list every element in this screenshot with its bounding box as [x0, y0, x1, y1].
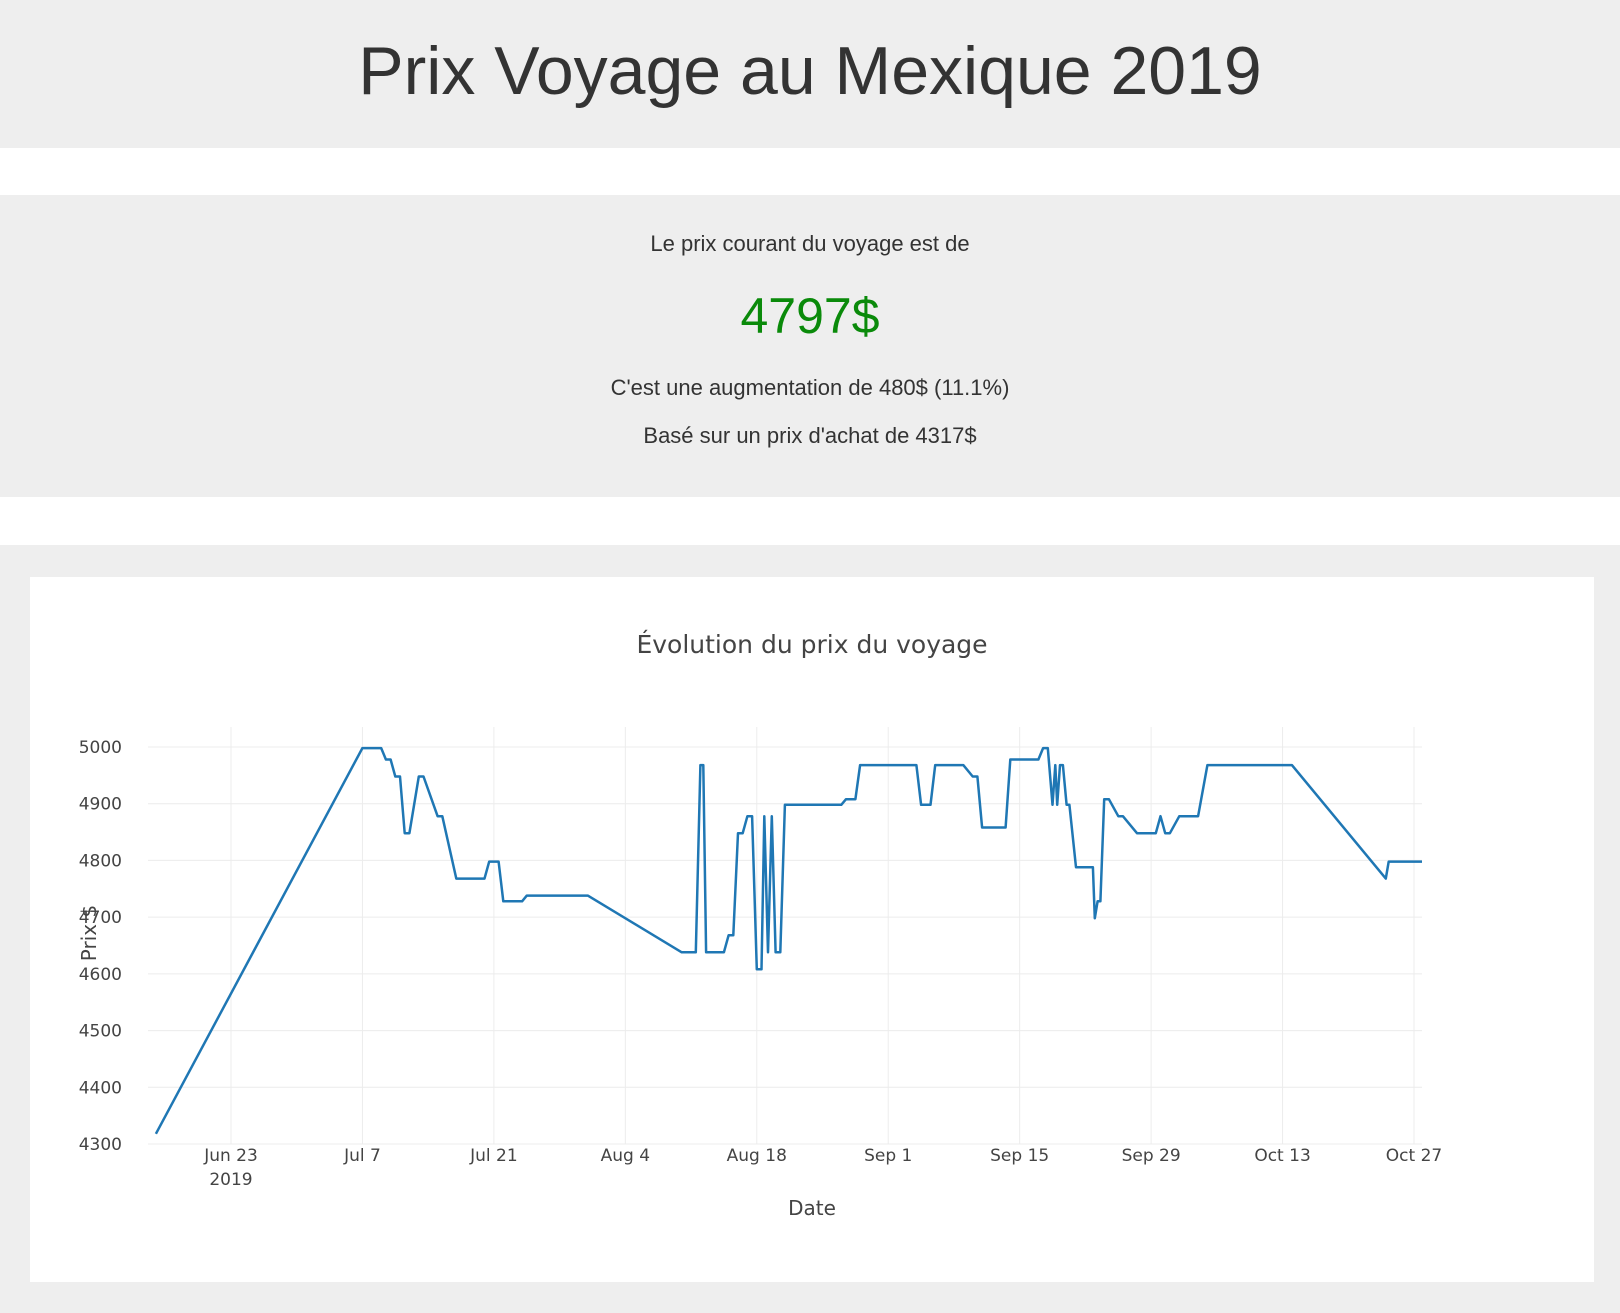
chart-title: Évolution du prix du voyage — [636, 630, 987, 659]
x-tick-label: Sep 15 — [990, 1146, 1049, 1166]
purchase-price-text: Basé sur un prix d'achat de 4317$ — [643, 423, 977, 448]
x-tick-sublabel: 2019 — [209, 1170, 252, 1190]
x-tick-label: Aug 18 — [727, 1146, 787, 1166]
price-line[interactable] — [154, 746, 1422, 1135]
y-axis-label: Prix $ — [77, 905, 101, 961]
x-tick-label: Jul 7 — [343, 1146, 381, 1166]
y-tick-label: 4600 — [79, 965, 122, 985]
price-change-text: C'est une augmentation de 480$ (11.1%) — [610, 375, 1010, 400]
chart-card: Évolution du prix du voyage 4300 4400 4500… — [30, 577, 1594, 1282]
x-tick-label: Oct 27 — [1386, 1146, 1442, 1166]
current-price-value: 4797$ — [740, 288, 880, 344]
y-tick-label: 4500 — [79, 1022, 122, 1042]
x-tick-label: Sep 29 — [1122, 1146, 1181, 1166]
y-tick-label: 4700 — [79, 908, 122, 928]
x-tick-label: Sep 1 — [864, 1146, 912, 1166]
x-tick-label: Oct 13 — [1254, 1146, 1310, 1166]
x-tick-label: Jul 21 — [469, 1146, 518, 1166]
x-axis-label: Date — [788, 1196, 836, 1220]
y-tick-label: 4400 — [79, 1078, 122, 1098]
chart-panel: Évolution du prix du voyage 4300 4400 4500… — [0, 545, 1620, 1313]
price-evolution-chart[interactable]: Évolution du prix du voyage 4300 4400 4500… — [30, 577, 1594, 1282]
current-price-intro: Le prix courant du voyage est de — [650, 231, 970, 256]
x-tick-label: Jun 23 — [203, 1146, 258, 1166]
x-tick-label: Aug 4 — [601, 1146, 650, 1166]
y-tick-label: 4900 — [79, 795, 122, 815]
price-summary-panel: Le prix courant du voyage est de 4797$ C… — [0, 195, 1620, 497]
page-title: Prix Voyage au Mexique 2019 — [358, 33, 1262, 109]
page-header: Prix Voyage au Mexique 2019 — [0, 0, 1620, 148]
y-tick-label: 4300 — [79, 1135, 122, 1155]
y-tick-label: 4800 — [79, 851, 122, 871]
y-tick-label: 5000 — [79, 738, 122, 758]
